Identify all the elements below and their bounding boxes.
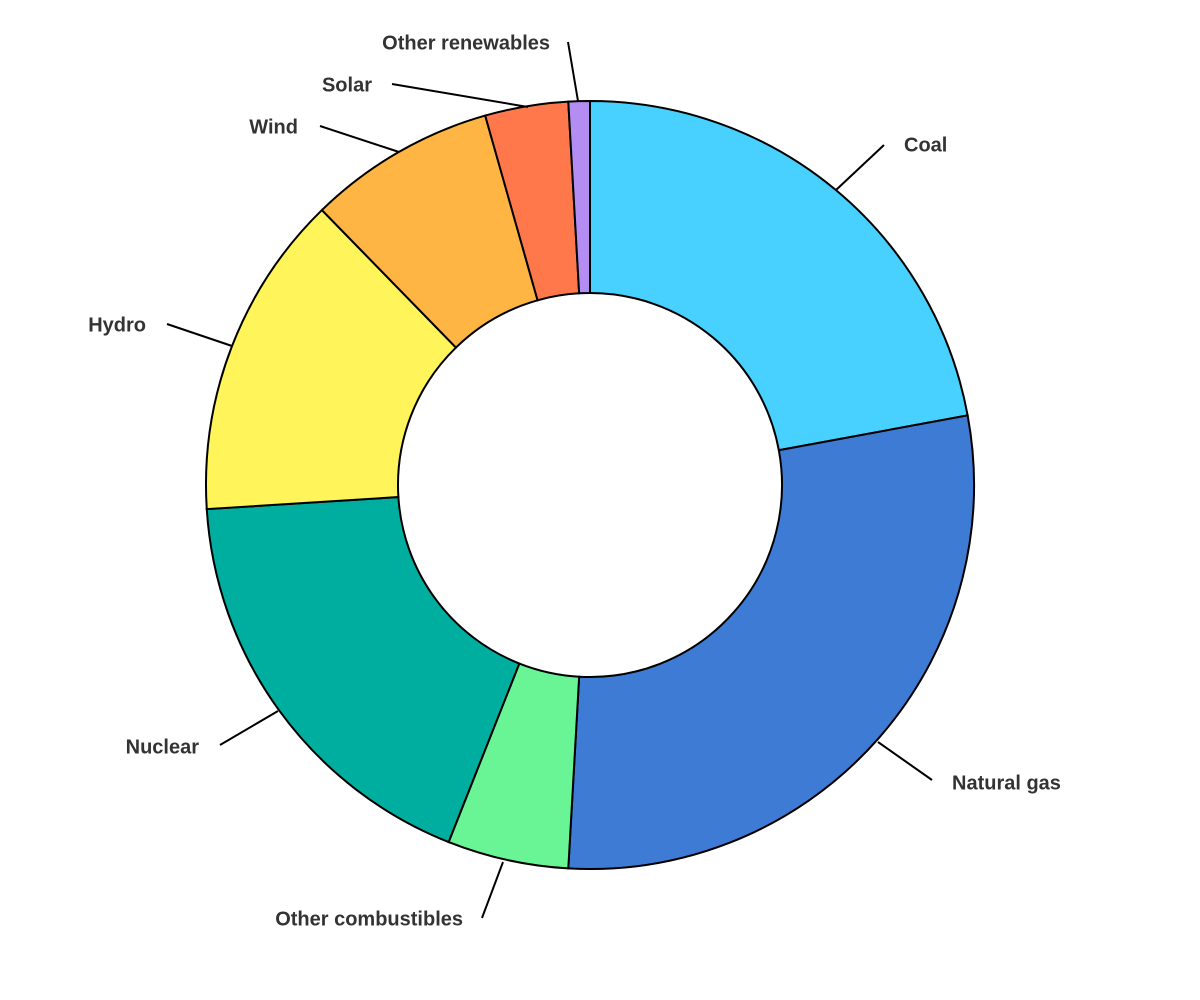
slice bbox=[205, 495, 521, 844]
slice-label: Other renewables bbox=[382, 32, 550, 54]
slice-label: Wind bbox=[249, 116, 298, 138]
leader-line bbox=[219, 710, 279, 746]
slice-label: Nuclear bbox=[126, 736, 200, 758]
slice-label: Natural gas bbox=[952, 772, 1061, 794]
leader-line bbox=[166, 323, 233, 347]
slice-label: Other combustibles bbox=[275, 908, 463, 930]
leader-line bbox=[877, 741, 933, 781]
slice bbox=[567, 414, 975, 870]
slice bbox=[589, 99, 969, 452]
leader-line bbox=[391, 83, 529, 108]
slice bbox=[567, 99, 591, 295]
leader-line bbox=[481, 861, 504, 919]
leader-line bbox=[319, 125, 400, 153]
slice-label: Solar bbox=[322, 74, 372, 96]
slice-label: Hydro bbox=[88, 314, 146, 336]
slice-label: Coal bbox=[904, 134, 947, 156]
leader-line bbox=[567, 41, 579, 102]
leader-line bbox=[835, 144, 885, 191]
